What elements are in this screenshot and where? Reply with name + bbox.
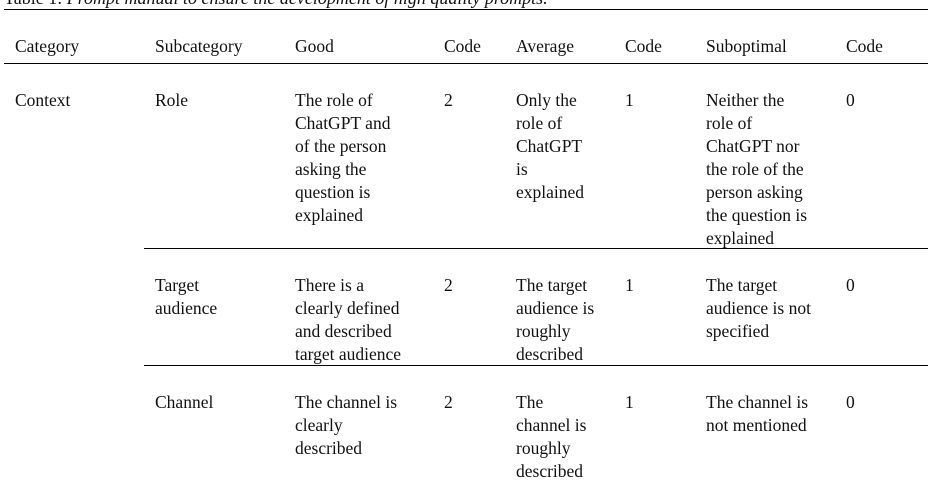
table-caption: Table 1: Prompt manual to ensure the dev… [4,0,548,9]
header-good: Good [295,36,334,56]
header-average-code: Code [625,36,662,56]
top-rule [4,9,928,10]
row-role-good-code: 2 [444,90,453,110]
row-channel-suboptimal-code: 0 [846,392,855,412]
row-channel-average-code: 1 [625,392,634,412]
row-role-suboptimal-code: 0 [846,90,855,110]
table-caption-text: Prompt manual to ensure the development … [67,0,548,8]
row-role-good: The role of ChatGPT and of the person as… [295,90,391,225]
category-context: Context [15,90,71,110]
row-target-audience-good: There is a clearly defined and described… [295,275,402,364]
row-channel-good: The channel is clearly described [295,392,398,458]
header-subcategory: Subcategory [155,36,243,56]
table-caption-label: Table 1: [4,0,67,8]
header-category: Category [15,36,80,56]
row-target-audience-good-code: 2 [444,275,453,295]
row-role-subcategory: Role [155,90,189,110]
row-target-audience-subcategory: Target audience [155,275,218,318]
header-good-code: Code [444,36,481,56]
row-channel-good-code: 2 [444,392,453,412]
header-suboptimal: Suboptimal [706,36,787,56]
header-rule [4,63,928,64]
header-average: Average [516,36,574,56]
row-role-average: Only the role of ChatGPT is explained [516,90,585,202]
row-target-audience-average-code: 1 [625,275,634,295]
row-role-suboptimal: Neither the role of ChatGPT nor the role… [706,90,808,248]
row-channel-subcategory: Channel [155,392,214,412]
row-target-audience-suboptimal: The target audience is not specified [706,275,811,341]
row-channel-suboptimal: The channel is not mentioned [706,392,809,435]
row-role-average-code: 1 [625,90,634,110]
row-divider-2 [144,365,928,366]
row-target-audience-suboptimal-code: 0 [846,275,855,295]
row-target-audience-average: The target audience is roughly described [516,275,595,364]
header-suboptimal-code: Code [846,36,883,56]
row-divider-1 [144,248,928,249]
row-channel-average: The channel is roughly described [516,392,587,481]
